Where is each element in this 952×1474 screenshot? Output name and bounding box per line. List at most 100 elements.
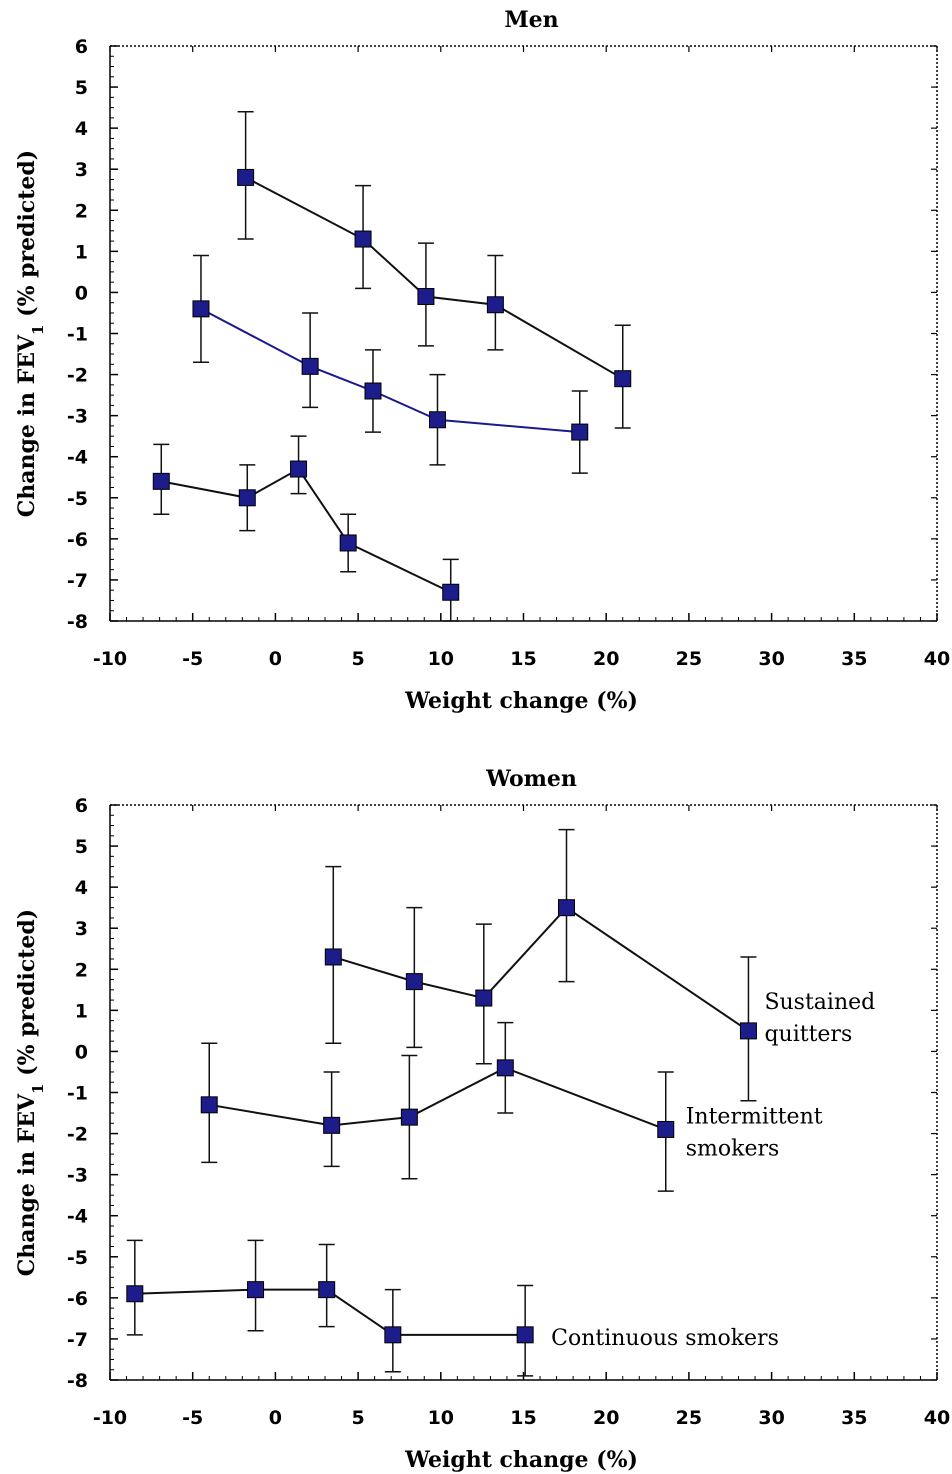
y-tick-label: 0 bbox=[75, 282, 88, 304]
y-tick-label: 4 bbox=[75, 877, 88, 899]
data-point-marker bbox=[237, 168, 255, 186]
data-point-marker bbox=[339, 534, 357, 552]
y-tick-label: -3 bbox=[67, 406, 88, 428]
x-tick-label: 40 bbox=[924, 648, 950, 670]
series-2 bbox=[152, 435, 460, 622]
data-point-marker bbox=[324, 948, 342, 966]
data-point-marker bbox=[496, 1059, 514, 1077]
data-point-marker bbox=[657, 1120, 675, 1138]
x-tick-label: 25 bbox=[676, 1407, 702, 1429]
y-axis-label: Change in FEV1 (% predicted) bbox=[14, 909, 47, 1276]
series-0: Sustained quitters bbox=[324, 828, 875, 1102]
y-tick-label: 5 bbox=[75, 77, 88, 99]
data-point-marker bbox=[354, 230, 372, 248]
data-point-marker bbox=[486, 296, 504, 314]
y-tick-label: 2 bbox=[75, 200, 88, 222]
x-tick-label: 10 bbox=[428, 1407, 454, 1429]
x-tick-label: 0 bbox=[269, 1407, 282, 1429]
y-tick-label: 1 bbox=[75, 1000, 88, 1022]
data-point-marker bbox=[238, 489, 256, 507]
data-point-marker bbox=[516, 1326, 534, 1344]
data-point-marker bbox=[571, 423, 589, 441]
y-tick-label: -4 bbox=[67, 447, 88, 469]
y-axis-label: Change in FEV1 (% predicted) bbox=[14, 150, 47, 517]
data-point-marker bbox=[614, 370, 632, 388]
x-tick-label: 30 bbox=[758, 648, 784, 670]
data-point-marker bbox=[405, 973, 423, 991]
x-tick-label: -10 bbox=[93, 1407, 127, 1429]
x-tick-label: -5 bbox=[182, 1407, 203, 1429]
x-tick-label: 30 bbox=[758, 1407, 784, 1429]
y-tick-label: 6 bbox=[75, 36, 88, 58]
x-tick-label: 15 bbox=[510, 1407, 536, 1429]
y-tick-label: 2 bbox=[75, 959, 88, 981]
x-tick-label: -5 bbox=[182, 648, 203, 670]
y-tick-label: -7 bbox=[67, 1329, 88, 1351]
series-1: Intermittent smokers bbox=[200, 1021, 823, 1192]
series-label: Continuous smokers bbox=[551, 1326, 779, 1351]
y-tick-label: 0 bbox=[75, 1041, 88, 1063]
x-tick-label: 35 bbox=[841, 1407, 867, 1429]
series-label: quitters bbox=[764, 1022, 852, 1047]
x-tick-label: 40 bbox=[924, 1407, 950, 1429]
data-point-marker bbox=[247, 1281, 265, 1299]
y-tick-label: -1 bbox=[67, 324, 88, 346]
series-line bbox=[161, 467, 452, 594]
x-tick-label: 20 bbox=[593, 648, 619, 670]
y-tick-label: -4 bbox=[67, 1206, 88, 1228]
series-label: Sustained bbox=[764, 990, 875, 1015]
chart-title: Men bbox=[504, 7, 558, 33]
series-line bbox=[332, 906, 750, 1032]
series-line bbox=[200, 307, 580, 434]
data-point-marker bbox=[558, 899, 576, 917]
data-point-marker bbox=[301, 357, 319, 375]
data-point-marker bbox=[200, 1096, 218, 1114]
series-1 bbox=[192, 254, 589, 474]
x-tick-label: 5 bbox=[351, 648, 364, 670]
x-tick-label: 10 bbox=[428, 648, 454, 670]
y-tick-label: -8 bbox=[67, 611, 88, 633]
y-tick-label: -2 bbox=[67, 1124, 88, 1146]
y-tick-label: -5 bbox=[67, 488, 88, 510]
y-tick-label: 1 bbox=[75, 241, 88, 263]
x-tick-label: 0 bbox=[269, 648, 282, 670]
chart-title: Women bbox=[485, 766, 577, 792]
y-tick-label: -8 bbox=[67, 1370, 88, 1392]
x-tick-label: 15 bbox=[510, 648, 536, 670]
series-line bbox=[209, 1066, 667, 1131]
series-0 bbox=[237, 110, 632, 429]
series-line bbox=[245, 176, 624, 380]
y-tick-label: -1 bbox=[67, 1083, 88, 1105]
data-point-marker bbox=[475, 989, 493, 1007]
x-axis-label: Weight change (%) bbox=[404, 688, 638, 714]
data-point-marker bbox=[364, 382, 382, 400]
data-point-marker bbox=[290, 460, 308, 478]
y-tick-label: -5 bbox=[67, 1247, 88, 1269]
y-tick-label: 4 bbox=[75, 118, 88, 140]
data-point-marker bbox=[384, 1326, 402, 1344]
data-point-marker bbox=[323, 1116, 341, 1134]
data-point-marker bbox=[318, 1281, 336, 1299]
x-axis-label: Weight change (%) bbox=[404, 1447, 638, 1473]
y-tick-label: 3 bbox=[75, 918, 88, 940]
series-label: smokers bbox=[686, 1136, 780, 1161]
series-label: Intermittent bbox=[686, 1104, 823, 1129]
data-point-marker bbox=[152, 472, 170, 490]
x-tick-label: 25 bbox=[676, 648, 702, 670]
data-point-marker bbox=[400, 1108, 418, 1126]
y-tick-label: 5 bbox=[75, 836, 88, 858]
y-tick-label: 6 bbox=[75, 795, 88, 817]
data-point-marker bbox=[417, 288, 435, 306]
data-point-marker bbox=[126, 1285, 144, 1303]
data-point-marker bbox=[442, 583, 460, 601]
data-point-marker bbox=[739, 1022, 757, 1040]
x-tick-label: 35 bbox=[841, 648, 867, 670]
data-point-marker bbox=[428, 411, 446, 429]
x-tick-label: -10 bbox=[93, 648, 127, 670]
y-tick-label: -6 bbox=[67, 1288, 88, 1310]
x-tick-label: 5 bbox=[351, 1407, 364, 1429]
y-tick-label: -2 bbox=[67, 365, 88, 387]
